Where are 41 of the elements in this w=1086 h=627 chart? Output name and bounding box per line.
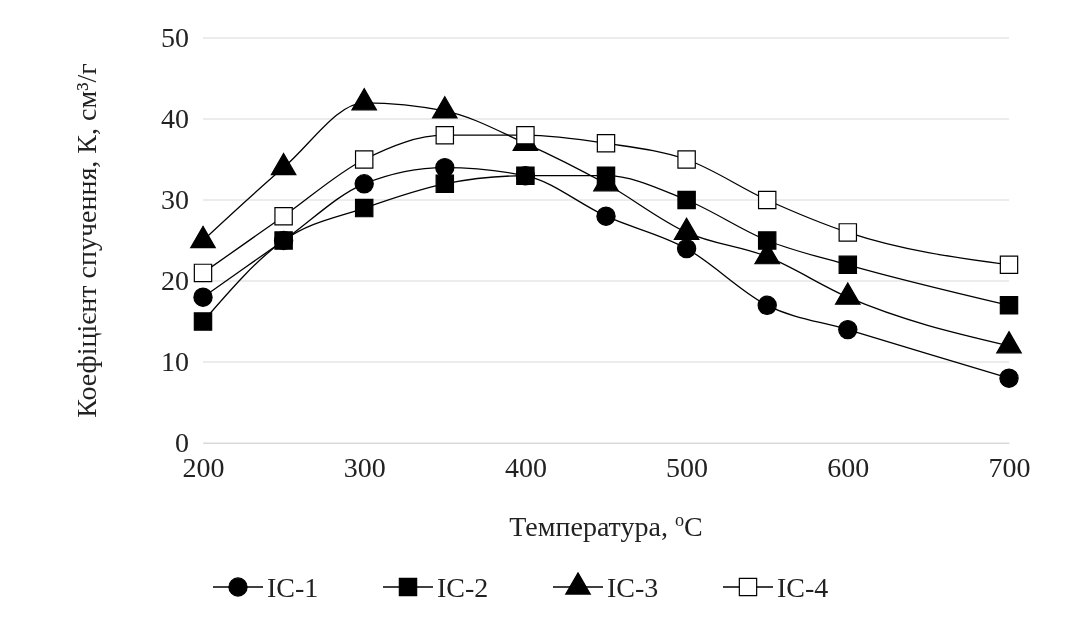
point bbox=[516, 125, 535, 145]
y-tick-label: 50 bbox=[161, 22, 189, 54]
point bbox=[596, 206, 616, 226]
y-tick-label: 40 bbox=[161, 103, 189, 135]
point bbox=[274, 231, 293, 250]
point bbox=[838, 223, 858, 242]
point bbox=[999, 368, 1019, 388]
point bbox=[193, 287, 213, 307]
point bbox=[193, 312, 213, 331]
legend-label: IC-1 bbox=[267, 572, 319, 603]
point bbox=[757, 295, 777, 315]
point bbox=[516, 166, 535, 185]
y-axis-title: Коефіцієнт спучення, К, см³/г bbox=[71, 63, 102, 418]
point bbox=[596, 134, 616, 153]
point bbox=[999, 255, 1019, 275]
point bbox=[676, 238, 697, 259]
x-tick-label: 600 bbox=[827, 451, 870, 483]
x-tick-label: 400 bbox=[504, 451, 547, 483]
x-tick-label: 300 bbox=[343, 451, 386, 483]
point bbox=[354, 150, 374, 169]
point bbox=[677, 150, 696, 169]
point bbox=[354, 198, 374, 218]
x-tick-label: 500 bbox=[666, 451, 709, 483]
legend-label: IC-4 bbox=[777, 572, 829, 603]
point bbox=[677, 190, 696, 210]
point bbox=[354, 174, 374, 194]
point bbox=[193, 263, 213, 283]
point bbox=[435, 125, 455, 145]
point bbox=[757, 190, 777, 210]
y-tick-label: 30 bbox=[161, 184, 189, 216]
point bbox=[999, 296, 1019, 315]
legend-label: IC-2 bbox=[437, 572, 489, 603]
point bbox=[838, 319, 858, 340]
x-axis-title: Температура, $^{o}$C bbox=[509, 510, 703, 542]
y-tick-label: 10 bbox=[161, 346, 189, 378]
point bbox=[435, 174, 455, 194]
point bbox=[274, 206, 293, 226]
y-tick-label: 20 bbox=[161, 265, 189, 297]
point bbox=[838, 255, 858, 275]
legend-label: IC-3 bbox=[607, 572, 659, 603]
x-tick-label: 700 bbox=[988, 451, 1031, 483]
